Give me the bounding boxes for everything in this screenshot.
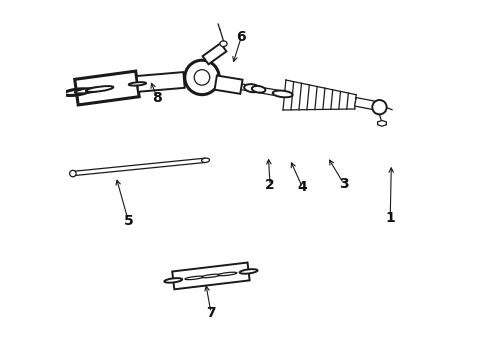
- Polygon shape: [355, 98, 375, 110]
- Ellipse shape: [75, 87, 102, 93]
- Ellipse shape: [252, 86, 266, 93]
- Ellipse shape: [129, 82, 146, 86]
- Ellipse shape: [240, 269, 257, 274]
- Ellipse shape: [201, 274, 220, 278]
- Polygon shape: [172, 262, 249, 289]
- Polygon shape: [378, 121, 386, 126]
- Polygon shape: [215, 76, 243, 94]
- Circle shape: [185, 60, 219, 95]
- Text: 4: 4: [297, 180, 307, 194]
- Text: 6: 6: [237, 30, 246, 44]
- Text: 2: 2: [265, 178, 275, 192]
- Ellipse shape: [201, 158, 210, 162]
- Text: 8: 8: [152, 90, 162, 104]
- Polygon shape: [137, 72, 185, 92]
- Ellipse shape: [220, 41, 227, 46]
- Text: 7: 7: [206, 306, 216, 320]
- Ellipse shape: [218, 272, 237, 276]
- Polygon shape: [74, 71, 139, 105]
- Text: 1: 1: [385, 211, 395, 225]
- Circle shape: [194, 70, 210, 85]
- Ellipse shape: [272, 91, 293, 97]
- Ellipse shape: [244, 84, 260, 92]
- Circle shape: [372, 100, 387, 114]
- Circle shape: [70, 170, 76, 177]
- Ellipse shape: [164, 278, 182, 283]
- Ellipse shape: [86, 86, 113, 92]
- Polygon shape: [73, 158, 206, 176]
- Polygon shape: [241, 84, 283, 97]
- Text: 3: 3: [339, 177, 348, 190]
- Ellipse shape: [64, 89, 89, 95]
- Polygon shape: [203, 43, 226, 64]
- Text: 5: 5: [123, 214, 133, 228]
- Ellipse shape: [185, 276, 204, 280]
